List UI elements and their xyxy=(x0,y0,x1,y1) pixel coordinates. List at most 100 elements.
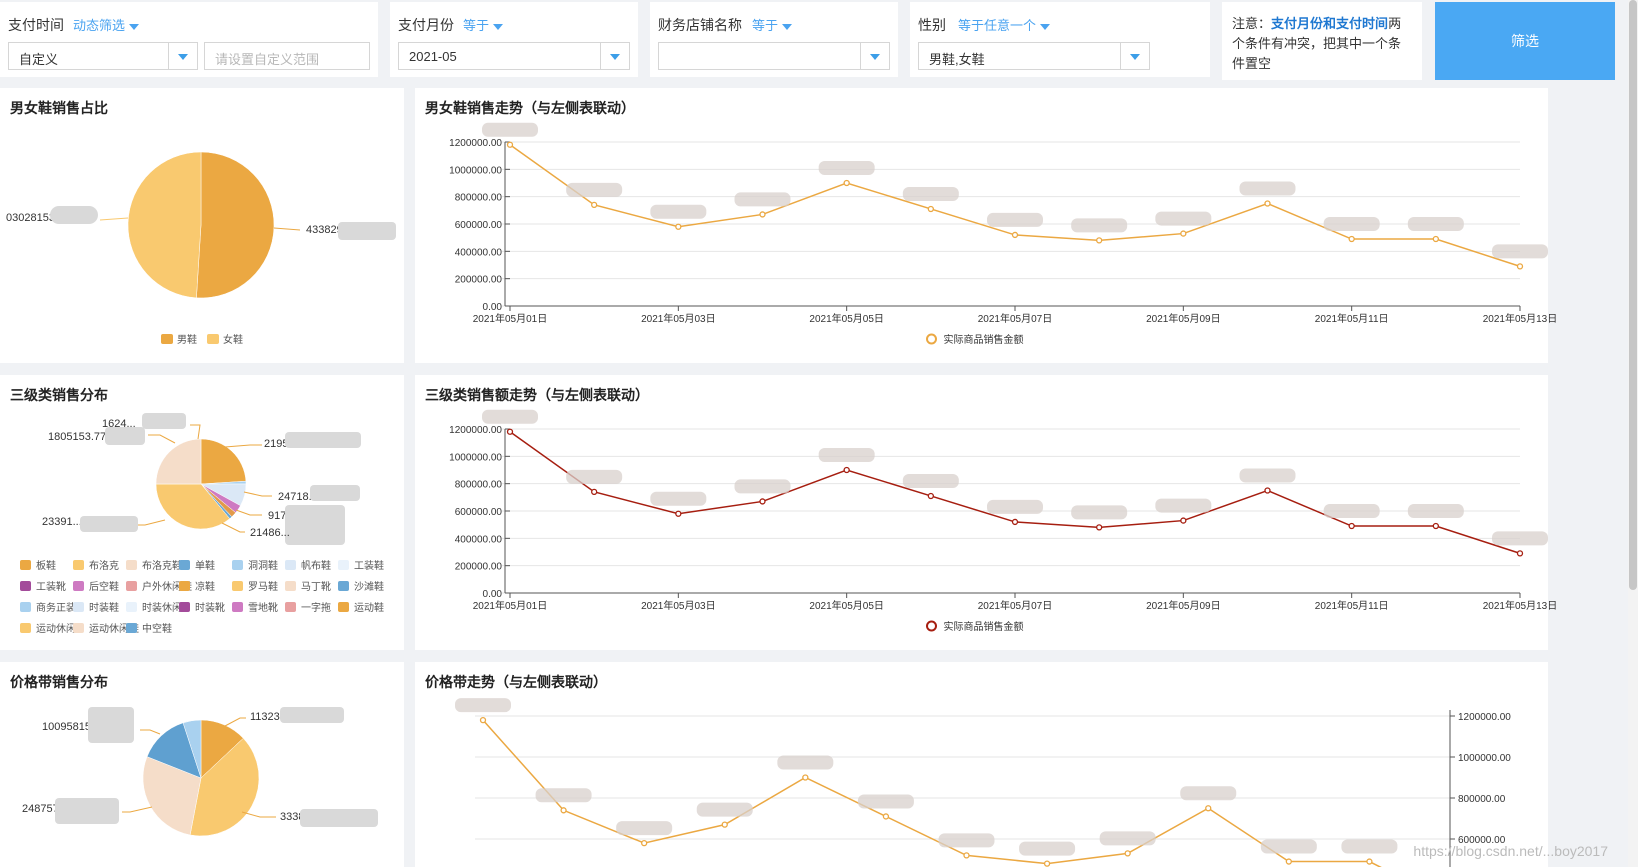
gender-pie-chart[interactable]: 433829 03028153 男鞋 女鞋 xyxy=(0,88,404,363)
label-line xyxy=(235,509,262,516)
legend-swatch xyxy=(338,560,349,570)
pie-slice xyxy=(182,719,202,779)
data-point xyxy=(1096,524,1103,531)
filter-button[interactable]: 筛选 xyxy=(1435,2,1615,80)
data-point xyxy=(1348,235,1355,243)
legend-label: 板鞋 xyxy=(36,559,56,572)
legend-label: 商务正装 xyxy=(36,601,76,614)
panel-price-share: 价格带销售分布 11323... 3338... 248757... 10095815… xyxy=(0,662,404,867)
caret-down-icon xyxy=(1040,23,1051,30)
gender-line-chart[interactable]: 1200000.00 1000000.00 800000.00 600000.00 40… xyxy=(415,88,1557,363)
blurred-label xyxy=(300,809,378,827)
pay-time-value: 自定义 xyxy=(19,52,59,67)
pay-time-select[interactable]: 自定义 xyxy=(8,42,198,70)
data-point xyxy=(1011,518,1019,526)
category-line-chart[interactable]: 1200000.00 1000000.00 800000.00 600000.00 40… xyxy=(415,375,1557,650)
watermark-text: https://blog.csdn.net/...boy2017 xyxy=(1413,843,1608,859)
blurred-label xyxy=(55,798,119,824)
dropdown-arrow-icon[interactable] xyxy=(600,43,629,69)
blurred-label xyxy=(50,206,98,224)
legend-swatch xyxy=(232,602,243,612)
pay-month-select[interactable]: 2021-05 xyxy=(398,42,630,70)
legend-swatch xyxy=(285,602,296,612)
blurred-value-label xyxy=(1407,217,1464,232)
data-point xyxy=(675,223,682,230)
label-line xyxy=(148,434,176,444)
legend-swatch xyxy=(20,560,31,570)
legend-swatch xyxy=(126,602,137,612)
y-tick-label: 600000.00 xyxy=(455,220,503,231)
x-tick-label: 2021年05月01日 xyxy=(473,599,548,612)
blurred-value-label xyxy=(1071,218,1128,233)
filter-pay-month: 支付月份 等于 2021-05 xyxy=(390,2,638,77)
data-label: 1805153.77 xyxy=(48,431,106,443)
gender-operator[interactable]: 等于任意一个 xyxy=(958,15,1051,34)
y-tick-label: 1200000.00 xyxy=(1458,712,1511,723)
price-pie-chart[interactable]: 11323...3338...248757...10095815... xyxy=(0,662,404,867)
legend-swatch xyxy=(179,602,190,612)
legend-swatch xyxy=(207,334,219,344)
gender-label: 性别 xyxy=(918,17,946,33)
y-tick-label: 200000.00 xyxy=(455,275,503,286)
gender-select[interactable]: 男鞋,女鞋 xyxy=(918,42,1150,70)
legend-label: 洞洞鞋 xyxy=(248,559,278,572)
price-line-chart[interactable]: 1200000.001000000.00800000.00600000.0040… xyxy=(415,662,1548,867)
data-point xyxy=(1264,200,1271,207)
panel-title: 三级类销售分布 xyxy=(10,387,108,403)
blurred-label xyxy=(285,432,361,448)
data-point xyxy=(927,492,934,500)
blurred-value-label xyxy=(535,788,592,803)
data-label: 1624... xyxy=(102,418,136,430)
legend-swatch xyxy=(232,581,243,591)
dropdown-arrow-icon[interactable] xyxy=(1120,43,1149,69)
conflict-notice: 注意：支付月份和支付时间两个条件有冲突，把其中一个条件置空 xyxy=(1222,2,1422,80)
filter-gender: 性别 等于任意一个 男鞋,女鞋 xyxy=(910,2,1210,77)
legend-label: 布洛克鞋 xyxy=(142,559,182,572)
label-line xyxy=(140,729,161,735)
dropdown-arrow-icon[interactable] xyxy=(860,43,889,69)
panel-title: 价格带销售分布 xyxy=(10,674,108,690)
blurred-value-label xyxy=(566,182,623,197)
legend-label: 女鞋 xyxy=(223,333,243,346)
data-point xyxy=(560,807,567,814)
panel-title: 男女鞋销售走势（与左侧表联动） xyxy=(425,100,635,116)
x-tick-label: 2021年05月03日 xyxy=(641,599,716,612)
gender-operator-text: 等于任意一个 xyxy=(958,18,1037,33)
filter-pay-time: 支付时间 动态筛选 自定义 请设置自定义范围 xyxy=(0,2,378,77)
dropdown-arrow-icon[interactable] xyxy=(168,43,197,69)
legend-swatch xyxy=(126,560,137,570)
panel-category-share: 三级类销售分布 21957... 24718... 917... 21486... 23… xyxy=(0,375,404,650)
pay-month-operator[interactable]: 等于 xyxy=(463,15,504,34)
legend-swatch xyxy=(126,581,137,591)
pay-month-value: 2021-05 xyxy=(409,49,457,64)
data-label: 10095815... xyxy=(42,721,100,733)
data-point xyxy=(641,839,648,847)
pay-time-range-input[interactable]: 请设置自定义范围 xyxy=(204,42,370,70)
pay-time-operator[interactable]: 动态筛选 xyxy=(73,15,140,34)
y-tick-label: 400000.00 xyxy=(455,534,503,545)
legend-swatch xyxy=(285,560,296,570)
store-select[interactable] xyxy=(658,42,890,70)
label-line xyxy=(224,717,246,727)
data-point xyxy=(1043,860,1051,867)
x-tick-label: 2021年05月03日 xyxy=(641,312,716,325)
legend-label: 时装休闲 xyxy=(142,601,182,614)
legend-label: 男鞋 xyxy=(177,333,197,346)
store-operator[interactable]: 等于 xyxy=(752,15,793,34)
pay-month-label: 支付月份 xyxy=(398,17,454,33)
store-operator-text: 等于 xyxy=(752,18,779,33)
pay-time-label: 支付时间 xyxy=(8,17,64,33)
scrollbar-thumb[interactable] xyxy=(1629,0,1637,590)
blurred-value-label xyxy=(1341,839,1398,854)
data-label: 11323... xyxy=(250,711,289,723)
legend-swatch xyxy=(20,602,31,612)
category-pie-chart[interactable]: 21957...24718...917...21486...23391...18… xyxy=(0,375,404,650)
page-scrollbar[interactable] xyxy=(1628,0,1638,867)
data-point xyxy=(1366,858,1373,865)
blurred-value-label xyxy=(1260,839,1317,854)
legend-label: 实际商品销售金额 xyxy=(944,620,1024,633)
data-point xyxy=(843,179,850,187)
legend-swatch xyxy=(73,560,84,570)
legend-label: 实际商品销售金额 xyxy=(944,333,1024,346)
legend-label: 帆布鞋 xyxy=(301,559,331,572)
